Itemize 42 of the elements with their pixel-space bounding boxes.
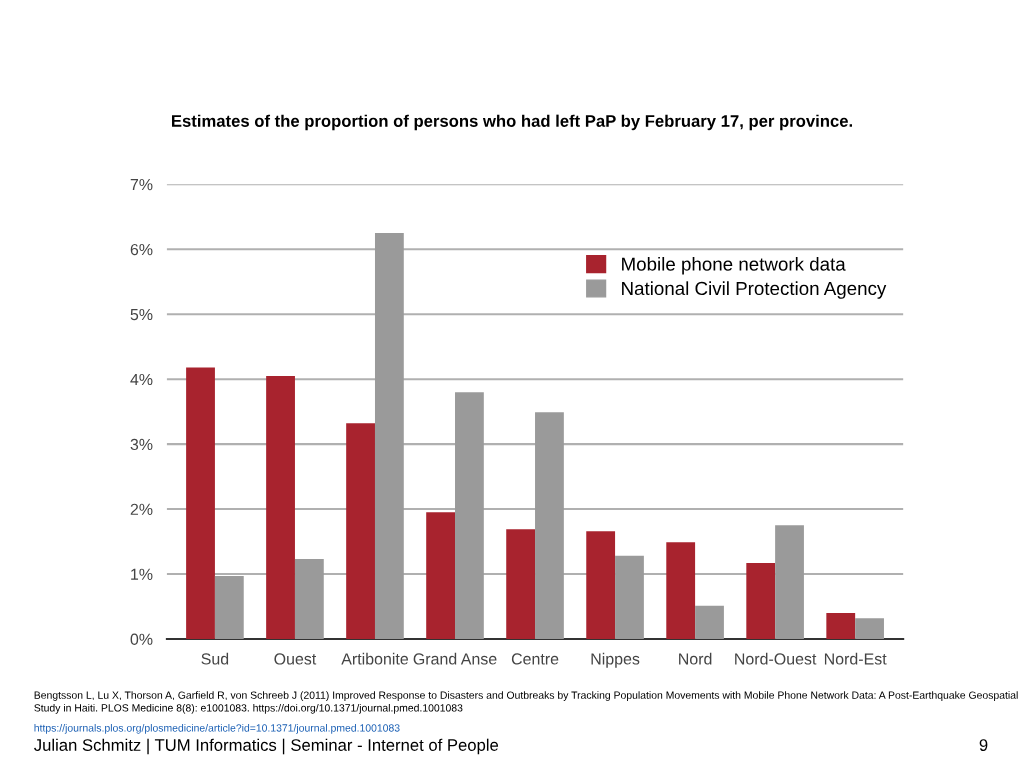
- y-tick-label: 1%: [131, 568, 153, 580]
- text: 9: [979, 739, 988, 751]
- bar: [826, 613, 856, 639]
- y-tick-label: 4%: [130, 373, 153, 386]
- bar: [746, 562, 776, 639]
- y-tick-label: 7%: [130, 179, 153, 191]
- bar: [374, 233, 404, 639]
- legend-label: National Civil Protection Agency: [622, 281, 887, 299]
- bar: [855, 618, 884, 639]
- x-tick-label: Sud: [201, 652, 229, 665]
- chart-title: Estimates of the proportion of persons who had left PaP by February 17, per province.: [172, 114, 852, 131]
- bar: [186, 367, 215, 639]
- y-tick-label: 6%: [130, 243, 153, 256]
- y-tick-label: 3%: [130, 438, 153, 451]
- x-tick-label: Nord-Ouest: [735, 652, 817, 665]
- bar: [615, 555, 644, 639]
- bar: [506, 529, 536, 639]
- bar: [666, 542, 696, 639]
- legend-label: Mobile phone network data: [622, 256, 846, 275]
- text: Julian Schmitz | TUM Informatics | Seminar - Internet of People: [34, 738, 499, 755]
- bar: [346, 423, 375, 639]
- x-tick-label: Nord-Est: [824, 652, 887, 665]
- x-tick-label: Nord: [679, 652, 712, 665]
- bar: [775, 525, 804, 639]
- bar: [455, 392, 484, 639]
- y-tick-label: 2%: [130, 503, 153, 515]
- bar: [214, 575, 244, 639]
- bar: [294, 559, 324, 639]
- bar: [535, 412, 564, 639]
- x-tick-label: Artibonite: [341, 652, 409, 665]
- x-tick-label: Grand Anse: [413, 652, 497, 665]
- text: https://journals.plos.org/plosmedicine/article?id=10.1371/journal.pmed.1001083: [34, 723, 400, 734]
- x-tick-label: Ouest: [274, 653, 317, 665]
- x-tick-label: Centre: [511, 653, 559, 665]
- bar: [586, 531, 616, 639]
- text: Bengtsson L, Lu X, Thorson A, Garfield R, von Schreeb J (2011) Improved Response to Disasters and Outbreaks by Tracking Population Movements with Mobile Phone Network Data: A Post-Earthquake Geospatial Study in Haiti. PLOS Medicine 8(8): e1001083. https://doi.org/10.1371/journal.pmed.1001083: [34, 691, 1018, 714]
- bar: [426, 512, 456, 639]
- y-tick-label: 5%: [130, 308, 153, 321]
- bar: [266, 375, 295, 639]
- x-tick-label: Nippes: [591, 652, 640, 668]
- bar: [695, 605, 724, 639]
- y-tick-label: 0%: [130, 633, 153, 645]
